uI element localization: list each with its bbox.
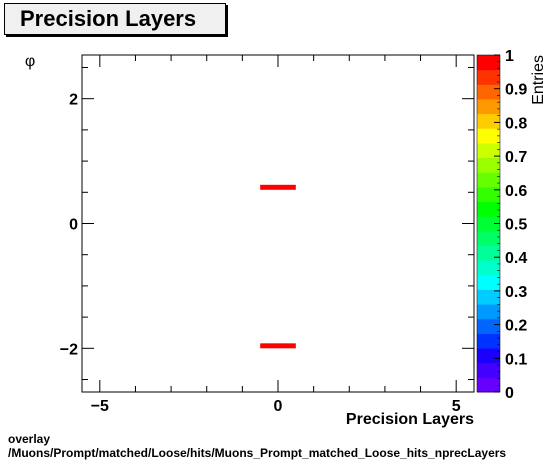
colorbar-bin bbox=[477, 172, 500, 188]
y-tick-label: 0 bbox=[69, 217, 78, 234]
colorbar-bin bbox=[477, 201, 500, 217]
colorbar-bin bbox=[477, 289, 500, 305]
colorbar-bin bbox=[477, 157, 500, 173]
colorbar-tick-label: 0.1 bbox=[505, 351, 527, 368]
heatmap-cells bbox=[260, 184, 296, 349]
colorbar-tick-label: 0.9 bbox=[505, 82, 527, 99]
colorbar-tick-label: 0.2 bbox=[505, 318, 527, 335]
colorbar-bin bbox=[477, 84, 500, 100]
title-box: Precision Layers bbox=[4, 3, 226, 35]
x-tick-label: 5 bbox=[452, 398, 461, 415]
footer-line-1: overlay bbox=[8, 432, 51, 446]
colorbar-bin bbox=[477, 348, 500, 364]
colorbar-tick-label: 0 bbox=[505, 385, 514, 402]
colorbar bbox=[476, 54, 501, 393]
colorbar-bin bbox=[477, 230, 500, 246]
chart-title: Precision Layers bbox=[20, 6, 197, 31]
colorbar-bin bbox=[477, 142, 500, 159]
colorbar-bin bbox=[477, 186, 500, 203]
chart-area: −5 0 5 −2 0 2 Precision Layers φ 0 0.1 0.2 0.3 0.4 0.… bbox=[25, 48, 546, 428]
colorbar-bin bbox=[477, 260, 500, 276]
footer-line-2: /Muons/Prompt/matched/Loose/hits/Muons_P… bbox=[8, 446, 507, 460]
y-tick-label: 2 bbox=[69, 92, 78, 109]
axis-labels: −5 0 5 −2 0 2 Precision Layers φ 0 0.1 0.2 0.3 0.4 0.… bbox=[25, 48, 546, 428]
colorbar-bin bbox=[477, 245, 500, 261]
x-axis-label: Precision Layers bbox=[346, 411, 474, 428]
colorbar-tick-label: 0.8 bbox=[505, 115, 527, 132]
colorbar-bin bbox=[477, 333, 500, 349]
colorbar-bin bbox=[477, 274, 500, 290]
colorbar-bin bbox=[477, 377, 500, 393]
heatmap-cell-1 bbox=[260, 343, 296, 349]
colorbar-tick-label: 0.3 bbox=[505, 284, 527, 301]
colorbar-bin bbox=[477, 128, 500, 144]
colorbar-label: Entries bbox=[530, 55, 546, 105]
colorbar-bin bbox=[477, 98, 500, 115]
colorbar-bin bbox=[477, 216, 500, 232]
colorbar-tick-label: 1 bbox=[505, 48, 514, 65]
plot-frame bbox=[81, 54, 475, 393]
colorbar-bin bbox=[477, 55, 500, 71]
colorbar-bin bbox=[477, 69, 500, 85]
colorbar-tick-label: 0.4 bbox=[505, 250, 527, 267]
colorbar-tick-label: 0.5 bbox=[505, 217, 527, 234]
x-tick-label: 0 bbox=[274, 398, 283, 415]
y-axis-label: φ bbox=[25, 53, 35, 70]
footer: overlay /Muons/Prompt/matched/Loose/hits… bbox=[8, 432, 506, 460]
colorbar-bin bbox=[477, 362, 500, 378]
colorbar-bin bbox=[477, 304, 500, 320]
x-tick-label: −5 bbox=[91, 398, 109, 415]
colorbar-bin bbox=[477, 318, 500, 334]
y-tick-label: −2 bbox=[60, 341, 78, 358]
colorbar-bin bbox=[477, 113, 500, 129]
heatmap-cell-0 bbox=[260, 184, 296, 190]
colorbar-tick-label: 0.7 bbox=[505, 149, 527, 166]
colorbar-tick-label: 0.6 bbox=[505, 183, 527, 200]
axes bbox=[81, 54, 475, 393]
